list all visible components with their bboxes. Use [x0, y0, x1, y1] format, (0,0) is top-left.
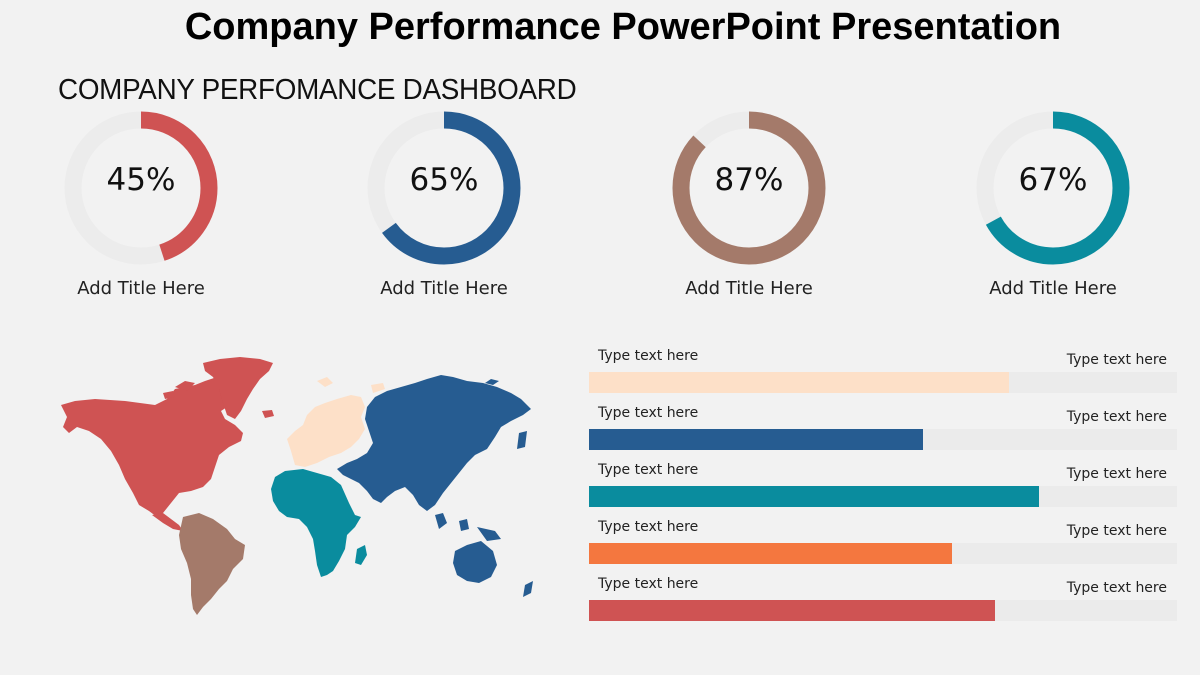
- bar-fill: [589, 486, 1039, 507]
- bar-value-label: Type text here: [1066, 466, 1167, 482]
- bar-track: [589, 600, 1177, 621]
- progress-row: Type text here Type text here: [589, 516, 1179, 573]
- bar-label: Type text here: [598, 576, 699, 592]
- map-region-asia-oceania: [337, 375, 533, 597]
- bar-label: Type text here: [598, 405, 699, 421]
- gauge-percentage: 65%: [409, 162, 479, 198]
- gauge-percentage: 87%: [714, 162, 784, 198]
- bar-track: [589, 543, 1177, 564]
- progress-row: Type text here Type text here: [589, 459, 1179, 516]
- map-region-south-america: [179, 513, 245, 615]
- bar-track: [589, 486, 1177, 507]
- progress-row: Type text here Type text here: [589, 402, 1179, 459]
- gauge-3: 87% Add Title Here: [671, 110, 831, 310]
- bar-fill: [589, 429, 923, 450]
- world-map: [61, 357, 533, 615]
- gauge-caption: Add Title Here: [685, 278, 813, 299]
- gauge-caption: Add Title Here: [380, 278, 508, 299]
- slide-title: Company Performance PowerPoint Presentat…: [184, 6, 1062, 48]
- gauge-4: 67% Add Title Here: [975, 110, 1135, 310]
- gauge-caption: Add Title Here: [77, 278, 205, 299]
- gauge-2: 65% Add Title Here: [366, 110, 526, 310]
- bar-track: [589, 372, 1177, 393]
- bar-label: Type text here: [598, 519, 699, 535]
- bar-label: Type text here: [598, 348, 699, 364]
- gauge-1: 45% Add Title Here: [63, 110, 223, 310]
- map-region-greenland: [203, 357, 274, 419]
- bar-label: Type text here: [598, 462, 699, 478]
- progress-row: Type text here Type text here: [589, 573, 1179, 630]
- donut-ring-icon: [64, 111, 218, 265]
- bar-fill: [589, 600, 995, 621]
- gauge-caption: Add Title Here: [989, 278, 1117, 299]
- donut-ring-icon: [672, 111, 826, 265]
- bar-value-label: Type text here: [1066, 352, 1167, 368]
- gauge-percentage: 45%: [106, 162, 176, 198]
- map-region-europe: [287, 377, 385, 467]
- bar-value-label: Type text here: [1066, 409, 1167, 425]
- dashboard-heading: COMPANY PERFOMANCE DASHBOARD: [58, 74, 577, 106]
- map-region-africa: [271, 469, 367, 577]
- donut-ring-icon: [976, 111, 1130, 265]
- donut-ring-icon: [367, 111, 521, 265]
- bar-value-label: Type text here: [1066, 523, 1167, 539]
- bar-fill: [589, 372, 1010, 393]
- bar-value-label: Type text here: [1066, 580, 1167, 596]
- bar-track: [589, 429, 1177, 450]
- progress-row: Type text here Type text here: [589, 345, 1179, 402]
- bar-fill: [589, 543, 952, 564]
- gauge-percentage: 67%: [1018, 162, 1088, 198]
